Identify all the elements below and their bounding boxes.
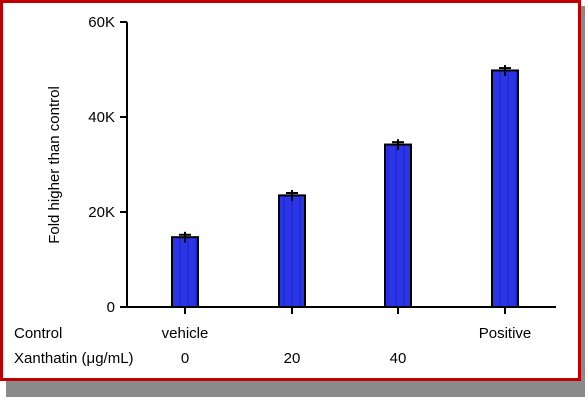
x-axis-ticks <box>184 307 506 314</box>
row-label-xanthatin: Xanthatin (μg/mL) <box>14 350 134 367</box>
x-table-cells: vehicle Positive 0 20 40 <box>162 325 532 367</box>
y-tick-label: 40K <box>88 109 115 126</box>
y-tick-label: 60K <box>88 14 115 31</box>
bar <box>171 236 199 308</box>
y-tick-label: 0 <box>107 299 115 316</box>
x-table-cell: 20 <box>284 350 301 367</box>
row-label-control: Control <box>14 325 62 342</box>
y-tick-label: 20K <box>88 204 115 221</box>
bar <box>491 69 519 308</box>
x-table-cell: 0 <box>181 350 189 367</box>
y-axis-ticks: 0 20K 40K 60K <box>88 14 127 316</box>
bar <box>384 143 412 308</box>
x-table-cell: Positive <box>479 325 532 342</box>
frame-border <box>0 0 581 381</box>
x-table-cell: vehicle <box>162 325 209 342</box>
y-axis-label: Fold higher than control <box>46 86 63 244</box>
bar <box>278 194 306 308</box>
x-table-cell: 40 <box>390 350 407 367</box>
